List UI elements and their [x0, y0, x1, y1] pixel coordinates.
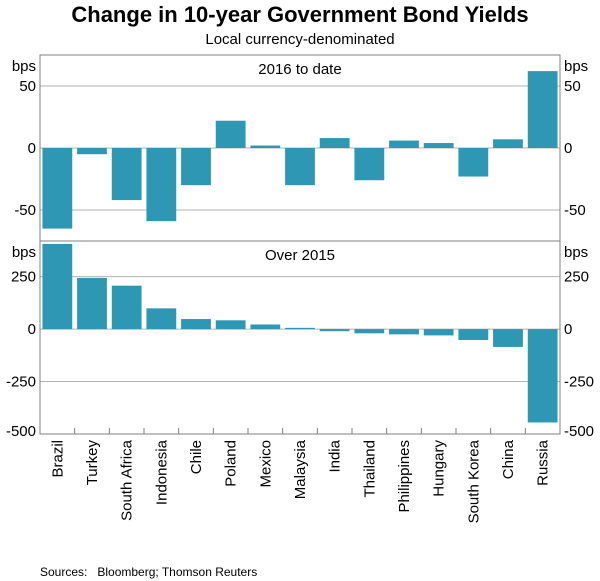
bar-thailand: [354, 148, 385, 181]
bar-poland: [215, 120, 246, 148]
y-tick-label-right: -250: [564, 374, 594, 391]
bar-philippines: [389, 140, 419, 148]
chart-title: Change in 10-year Government Bond Yields: [71, 2, 528, 27]
category-label: Poland: [223, 440, 240, 487]
panel-0: -50 -50 0 0 50 50 bps bps 2016 to date: [12, 54, 588, 242]
bar-brazil: [42, 243, 73, 330]
y-tick-label-left: -500: [6, 423, 36, 440]
bar-china: [493, 329, 523, 347]
bar-indonesia: [146, 308, 177, 330]
y-tick-label-left: -250: [6, 374, 36, 391]
category-label: Hungary: [431, 440, 448, 497]
category-label: Mexico: [257, 440, 274, 488]
y-tick-label-left: 250: [11, 269, 36, 286]
category-label: South Africa: [119, 439, 136, 521]
bar-south-korea: [458, 148, 489, 177]
bar-mexico: [250, 324, 281, 330]
bar-hungary: [423, 143, 454, 148]
category-label: South Korea: [465, 439, 482, 523]
bar-thailand: [354, 329, 385, 334]
bar-malaysia: [285, 327, 315, 330]
category-axis: Brazil Turkey South Africa Indonesia Chile Po…: [49, 428, 552, 523]
source-note: Sources: Bloomberg; Thomson Reuters: [40, 565, 257, 579]
bar-south-korea: [458, 329, 489, 341]
bar-south-africa: [111, 148, 142, 201]
y-tick-label-right: 50: [564, 78, 581, 95]
bar-turkey: [77, 148, 107, 155]
category-label: Thailand: [361, 440, 378, 498]
unit-label-left: bps: [12, 58, 36, 75]
panel-frame: [39, 240, 561, 435]
bar-indonesia: [146, 148, 177, 222]
bar-india: [319, 329, 350, 332]
y-tick-label-left: 0: [28, 140, 36, 157]
bar-poland: [215, 320, 246, 330]
unit-label-right: bps: [564, 244, 588, 261]
category-label: Philippines: [396, 440, 413, 513]
y-tick-label-left: 50: [19, 78, 36, 95]
bar-russia: [527, 329, 558, 423]
category-label: Chile: [188, 440, 205, 474]
bar-mexico: [250, 145, 281, 148]
category-label: Malaysia: [292, 439, 309, 499]
category-label: Russia: [535, 439, 552, 486]
unit-label-left: bps: [12, 244, 36, 261]
y-tick-label-right: 0: [564, 321, 572, 338]
y-tick-label-right: -50: [564, 202, 586, 219]
panel-title: 2016 to date: [258, 61, 341, 78]
panel-title: Over 2015: [265, 247, 335, 264]
chart-subtitle: Local currency-denominated: [205, 31, 394, 48]
panel-1: -500 -500 -250 -250 0 0 250 250 bps bps Over 2015: [6, 240, 594, 440]
y-tick-label-right: 0: [564, 140, 572, 157]
bar-brazil: [42, 148, 73, 229]
bar-hungary: [423, 329, 454, 336]
bar-south-africa: [111, 285, 142, 330]
bar-malaysia: [285, 148, 315, 186]
y-tick-label-left: -50: [14, 202, 36, 219]
category-label: Turkey: [84, 440, 101, 486]
bar-china: [493, 139, 523, 148]
bar-russia: [527, 71, 558, 148]
bar-chile: [181, 148, 211, 186]
category-label: Brazil: [49, 440, 66, 478]
bar-chile: [181, 319, 211, 330]
unit-label-right: bps: [564, 58, 588, 75]
y-tick-label-left: 0: [28, 321, 36, 338]
category-label: Indonesia: [153, 439, 170, 505]
category-label: India: [327, 439, 344, 472]
y-tick-label-right: -500: [564, 423, 594, 440]
bar-philippines: [389, 329, 419, 335]
y-tick-label-right: 250: [564, 269, 589, 286]
bar-turkey: [77, 277, 107, 330]
category-label: China: [500, 439, 517, 479]
bar-india: [319, 138, 350, 148]
